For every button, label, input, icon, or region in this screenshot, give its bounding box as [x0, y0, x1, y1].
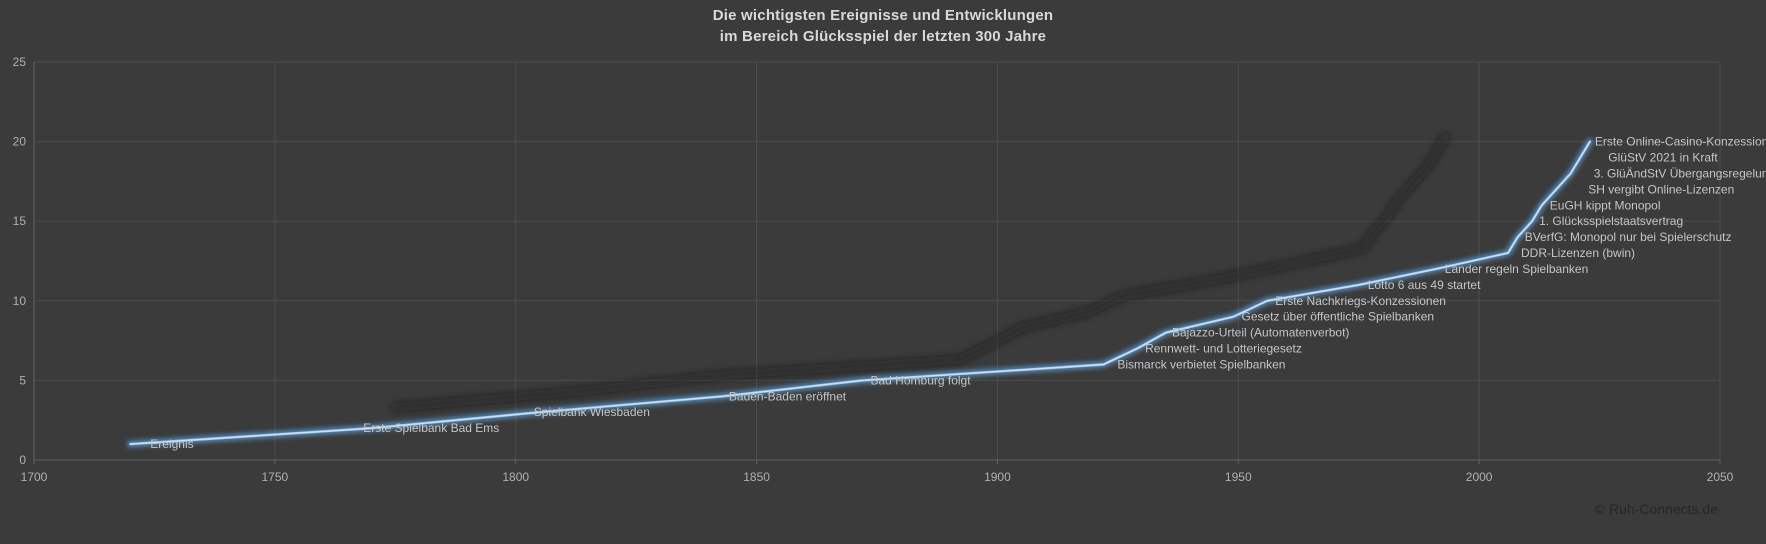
x-tick-label: 2000: [1466, 470, 1493, 484]
y-tick-label: 25: [13, 55, 27, 69]
axis-layer: [33, 62, 1721, 464]
y-tick-label: 0: [19, 453, 26, 467]
x-tick-label: 1700: [21, 470, 48, 484]
event-label: Erste Nachkriegs-Konzessionen: [1275, 294, 1446, 308]
copyright-watermark: © Ruh-Connects.de: [1594, 501, 1718, 517]
y-tick-label: 15: [13, 214, 27, 228]
event-label: EuGH kippt Monopol: [1550, 198, 1661, 212]
x-tick-label: 1850: [743, 470, 770, 484]
event-label: Gesetz über öffentliche Spielbanken: [1242, 310, 1435, 324]
event-label: Bismarck verbietet Spielbanken: [1117, 358, 1285, 372]
series-shadow-line: [391, 132, 1450, 412]
event-label: Baden-Baden eröffnet: [729, 389, 847, 403]
event-label: Bajazzo-Urteil (Automatenverbot): [1172, 326, 1349, 340]
series-line-core: [129, 141, 1591, 445]
event-label: SH vergibt Online-Lizenzen: [1588, 182, 1734, 196]
y-tick-label: 5: [19, 373, 26, 387]
x-tick-label: 1750: [262, 470, 289, 484]
event-label: DDR-Lizenzen (bwin): [1521, 246, 1635, 260]
event-label: 3. GlüÄndStV Übergangsregelung: [1594, 166, 1766, 180]
event-label: 1. Glücksspielstaatsvertrag: [1539, 214, 1683, 228]
label-layer: 1700 1750 1800 1850 1900 1950 2000 2050 0 5 10 15 20…: [13, 55, 1766, 484]
y-tick-label: 20: [13, 135, 27, 149]
x-tick-label: 1950: [1225, 470, 1252, 484]
event-label: GlüStV 2021 in Kraft: [1608, 151, 1718, 165]
event-label: Lotto 6 aus 49 startet: [1368, 278, 1481, 292]
event-label: Erste Spielbank Bad Ems: [363, 421, 499, 435]
event-label: BVerfG: Monopol nur bei Spielerschutz: [1525, 230, 1732, 244]
x-tick-label: 1800: [502, 470, 529, 484]
event-label: Rennwett- und Lotteriegesetz: [1145, 342, 1302, 356]
series-layer: [126, 132, 1594, 448]
event-label: Länder regeln Spielbanken: [1445, 262, 1588, 276]
x-tick-label: 2050: [1707, 470, 1734, 484]
event-label: Spielbank Wiesbaden: [534, 405, 650, 419]
x-tick-label: 1900: [984, 470, 1011, 484]
event-label: Ereignis: [150, 437, 193, 451]
event-label: Bad Homburg folgt: [871, 373, 972, 387]
chart-title: Die wichtigsten Ereignisse und Entwicklu…: [712, 7, 1054, 45]
y-tick-label: 10: [13, 294, 27, 308]
event-label: Erste Online-Casino-Konzessionen: [1595, 135, 1766, 149]
